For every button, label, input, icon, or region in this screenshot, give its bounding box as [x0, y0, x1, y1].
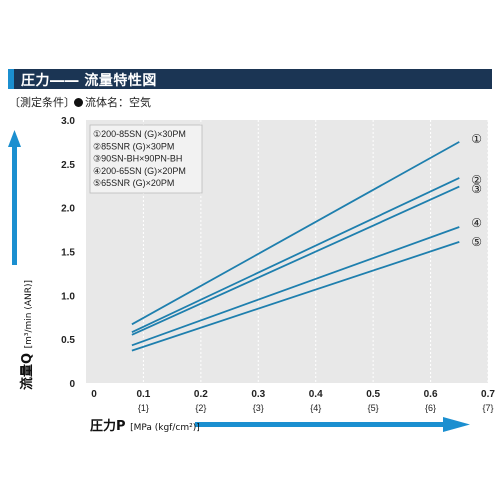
legend-item: ③90SN-BH×90PN-BH [93, 154, 182, 164]
x-tick-label-kgf: {6} [425, 403, 436, 413]
x-tick-label-kgf: {7} [482, 403, 493, 413]
x-tick-label-kgf: {1} [138, 403, 149, 413]
x-tick-label: 0.5 [366, 389, 380, 400]
chart-title-bar: 圧力―― 流量特性図 [8, 69, 492, 89]
y-axis-name: 流量Q [20, 352, 35, 390]
y-axis-arrow-shaft [12, 145, 17, 265]
x-tick-label-kgf: {4} [310, 403, 321, 413]
conditions-label: 〔測定条件〕 [9, 96, 75, 109]
series-line [131, 141, 460, 326]
x-tick-label: 0.6 [424, 389, 438, 400]
series-line [131, 226, 460, 347]
x-tick-label: 0.4 [309, 389, 323, 400]
y-tick-label: 3.0 [61, 116, 75, 127]
legend-item: ②85SNR (G)×30PM [93, 141, 174, 151]
x-tick-label: 0.1 [136, 389, 150, 400]
y-tick-label: 1.5 [61, 248, 75, 259]
series-line [131, 241, 460, 352]
y-tick-label: 2.0 [61, 204, 75, 215]
y-tick-label: 2.5 [61, 160, 75, 171]
chart-title: 圧力―― 流量特性図 [21, 73, 157, 89]
y-tick-label: 1.0 [61, 291, 75, 302]
x-tick-label: 0 [91, 389, 97, 400]
legend-item: ①200-85SN (G)×30PM [93, 129, 186, 139]
series-end-label: ③ [471, 182, 482, 196]
series-end-label: ⑤ [471, 235, 482, 249]
y-tick-label: 0 [69, 379, 75, 390]
series-end-label: ② [471, 173, 482, 187]
x-axis-arrow-shaft [195, 422, 445, 427]
title-accent [8, 69, 14, 89]
x-axis-arrow-head [443, 417, 470, 432]
legend-item: ④200-65SN (G)×20PM [93, 166, 186, 176]
series-line [131, 185, 460, 336]
y-axis-label: 流量Q [m³/min (ANR)] [16, 280, 35, 390]
x-axis-label: 圧力P [MPa (kgf/cm²)] [90, 415, 200, 434]
x-axis-name: 圧力P [90, 419, 126, 434]
y-axis-unit: [m³/min (ANR)] [24, 279, 34, 349]
x-axis-unit: [MPa (kgf/cm²)] [130, 423, 200, 433]
y-axis-label-wrap: 流量Q [m³/min (ANR)] [4, 220, 35, 390]
conditions-text: 流体名：空気 [85, 96, 151, 109]
x-tick-label-kgf: {5} [368, 403, 379, 413]
x-tick-label-kgf: {3} [253, 403, 264, 413]
y-tick-label: 0.5 [61, 335, 75, 346]
conditions-value: 流体名：空気 [74, 94, 151, 110]
bullet-icon [74, 98, 83, 107]
series-end-label: ④ [471, 216, 482, 230]
x-tick-label: 0.2 [194, 389, 208, 400]
series-end-label: ① [471, 132, 482, 146]
x-tick-label-kgf: {2} [195, 403, 206, 413]
y-axis-arrow-head [8, 130, 21, 147]
legend-box [89, 124, 203, 194]
x-tick-label: 0.3 [251, 389, 265, 400]
x-tick-label: 0.7 [481, 389, 495, 400]
legend-item: ⑤65SNR (G)×20PM [93, 178, 174, 188]
series-line [131, 177, 460, 334]
